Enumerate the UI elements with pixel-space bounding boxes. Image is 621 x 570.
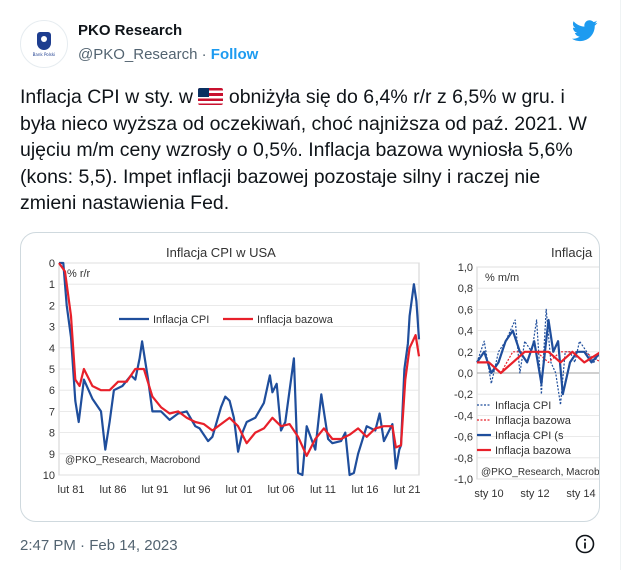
- y-tick-label: 4: [49, 343, 55, 355]
- y-tick-label: 1: [49, 279, 55, 291]
- legend-label: Inflacja CPI (s: [495, 430, 564, 442]
- y-tick-label: 10: [43, 470, 55, 482]
- y-tick-label: 0,2: [458, 347, 473, 359]
- chart-source: @PKO_Research, Macrobond: [481, 467, 600, 478]
- y-tick-label: -0,2: [454, 389, 473, 401]
- chart-title: Inflacja: [551, 245, 593, 260]
- legend-label: Inflacja CPI: [495, 400, 551, 412]
- us-flag-icon: [198, 88, 224, 105]
- handle-separator: ·: [201, 46, 207, 63]
- avatar-logo-text: Bank Polski: [32, 51, 56, 57]
- series-line-1: [58, 262, 421, 457]
- y-tick-label: 6: [49, 385, 55, 397]
- y-tick-label: 3: [49, 322, 55, 334]
- tweet-text: Inflacja CPI w sty. w obniżyła się do 6,…: [20, 84, 600, 217]
- y-axis-unit: % m/m: [485, 272, 519, 284]
- y-tick-label: 0,0: [458, 368, 473, 380]
- legend-label: Inflacja CPI: [153, 314, 209, 326]
- chart-title: Inflacja CPI w USA: [166, 245, 276, 260]
- y-tick-label: 7: [49, 406, 55, 418]
- legend-label: Inflacja bazowa: [495, 415, 572, 427]
- series-line-3: [477, 350, 599, 375]
- x-tick-label: lut 06: [268, 484, 295, 496]
- series-line-0: [59, 261, 421, 477]
- tweet-text-rest: obniżyła się do 6,4% r/r z 6,5% w gru. i…: [20, 86, 587, 214]
- x-tick-label: lut 21: [394, 484, 421, 496]
- x-tick-label: sty 12: [520, 488, 549, 500]
- series-line-2: [476, 318, 599, 396]
- y-tick-label: 9: [49, 449, 55, 461]
- y-tick-label: 2: [49, 300, 55, 312]
- chart-source: @PKO_Research, Macrobond: [65, 455, 200, 466]
- x-tick-label: lut 81: [58, 484, 85, 496]
- series-line-0: [476, 308, 599, 406]
- pko-logo-icon: [37, 31, 51, 50]
- tweet-text-start: Inflacja CPI w sty. w: [20, 86, 194, 108]
- x-tick-label: lut 86: [100, 484, 127, 496]
- tweet-media[interactable]: Inflacja CPI w USA 0 1 2 3 4 5 6 7 8 9 10 lut 81 lut …: [20, 232, 600, 522]
- twitter-bird-icon[interactable]: [572, 20, 598, 42]
- y-tick-label: 5: [49, 364, 55, 376]
- cpi-mom-chart[interactable]: Inflacja 1,0 0,8 0,6 0,4 0,2 0,0 -0,2 -0,4 -0,6 -0…: [443, 233, 600, 522]
- x-tick-label: lut 11: [310, 484, 336, 496]
- x-tick-label: sty 14: [566, 488, 595, 500]
- x-tick-label: lut 16: [352, 484, 379, 496]
- x-tick-label: lut 96: [184, 484, 211, 496]
- y-tick-label: -0,4: [454, 410, 473, 422]
- y-tick-label: 0: [49, 258, 55, 270]
- author-avatar[interactable]: Bank Polski: [20, 20, 68, 68]
- y-tick-label: -0,8: [454, 453, 473, 465]
- y-axis-unit: % r/r: [67, 268, 91, 280]
- y-tick-label: -0,6: [454, 432, 473, 444]
- y-tick-label: 0,6: [458, 304, 473, 316]
- follow-button[interactable]: Follow: [210, 46, 259, 63]
- y-tick-label: 8: [49, 428, 55, 440]
- author-handle[interactable]: @PKO_Research: [78, 46, 198, 63]
- y-tick-label: 1,0: [458, 262, 473, 274]
- y-tick-label: 0,4: [458, 326, 473, 338]
- legend-label: Inflacja bazowa: [495, 445, 572, 457]
- author-handle-row: @PKO_Research · Follow: [78, 46, 258, 63]
- legend-label: Inflacja bazowa: [257, 314, 334, 326]
- tweet-timestamp[interactable]: 2:47 PM · Feb 14, 2023: [20, 537, 178, 554]
- x-tick-label: lut 01: [226, 484, 253, 496]
- x-tick-label: lut 91: [142, 484, 169, 496]
- x-tick-label: sty 10: [474, 488, 503, 500]
- info-icon[interactable]: [575, 534, 595, 554]
- y-tick-label: -1,0: [454, 474, 473, 486]
- author-name[interactable]: PKO Research: [78, 22, 183, 39]
- y-tick-label: 0,8: [458, 283, 473, 295]
